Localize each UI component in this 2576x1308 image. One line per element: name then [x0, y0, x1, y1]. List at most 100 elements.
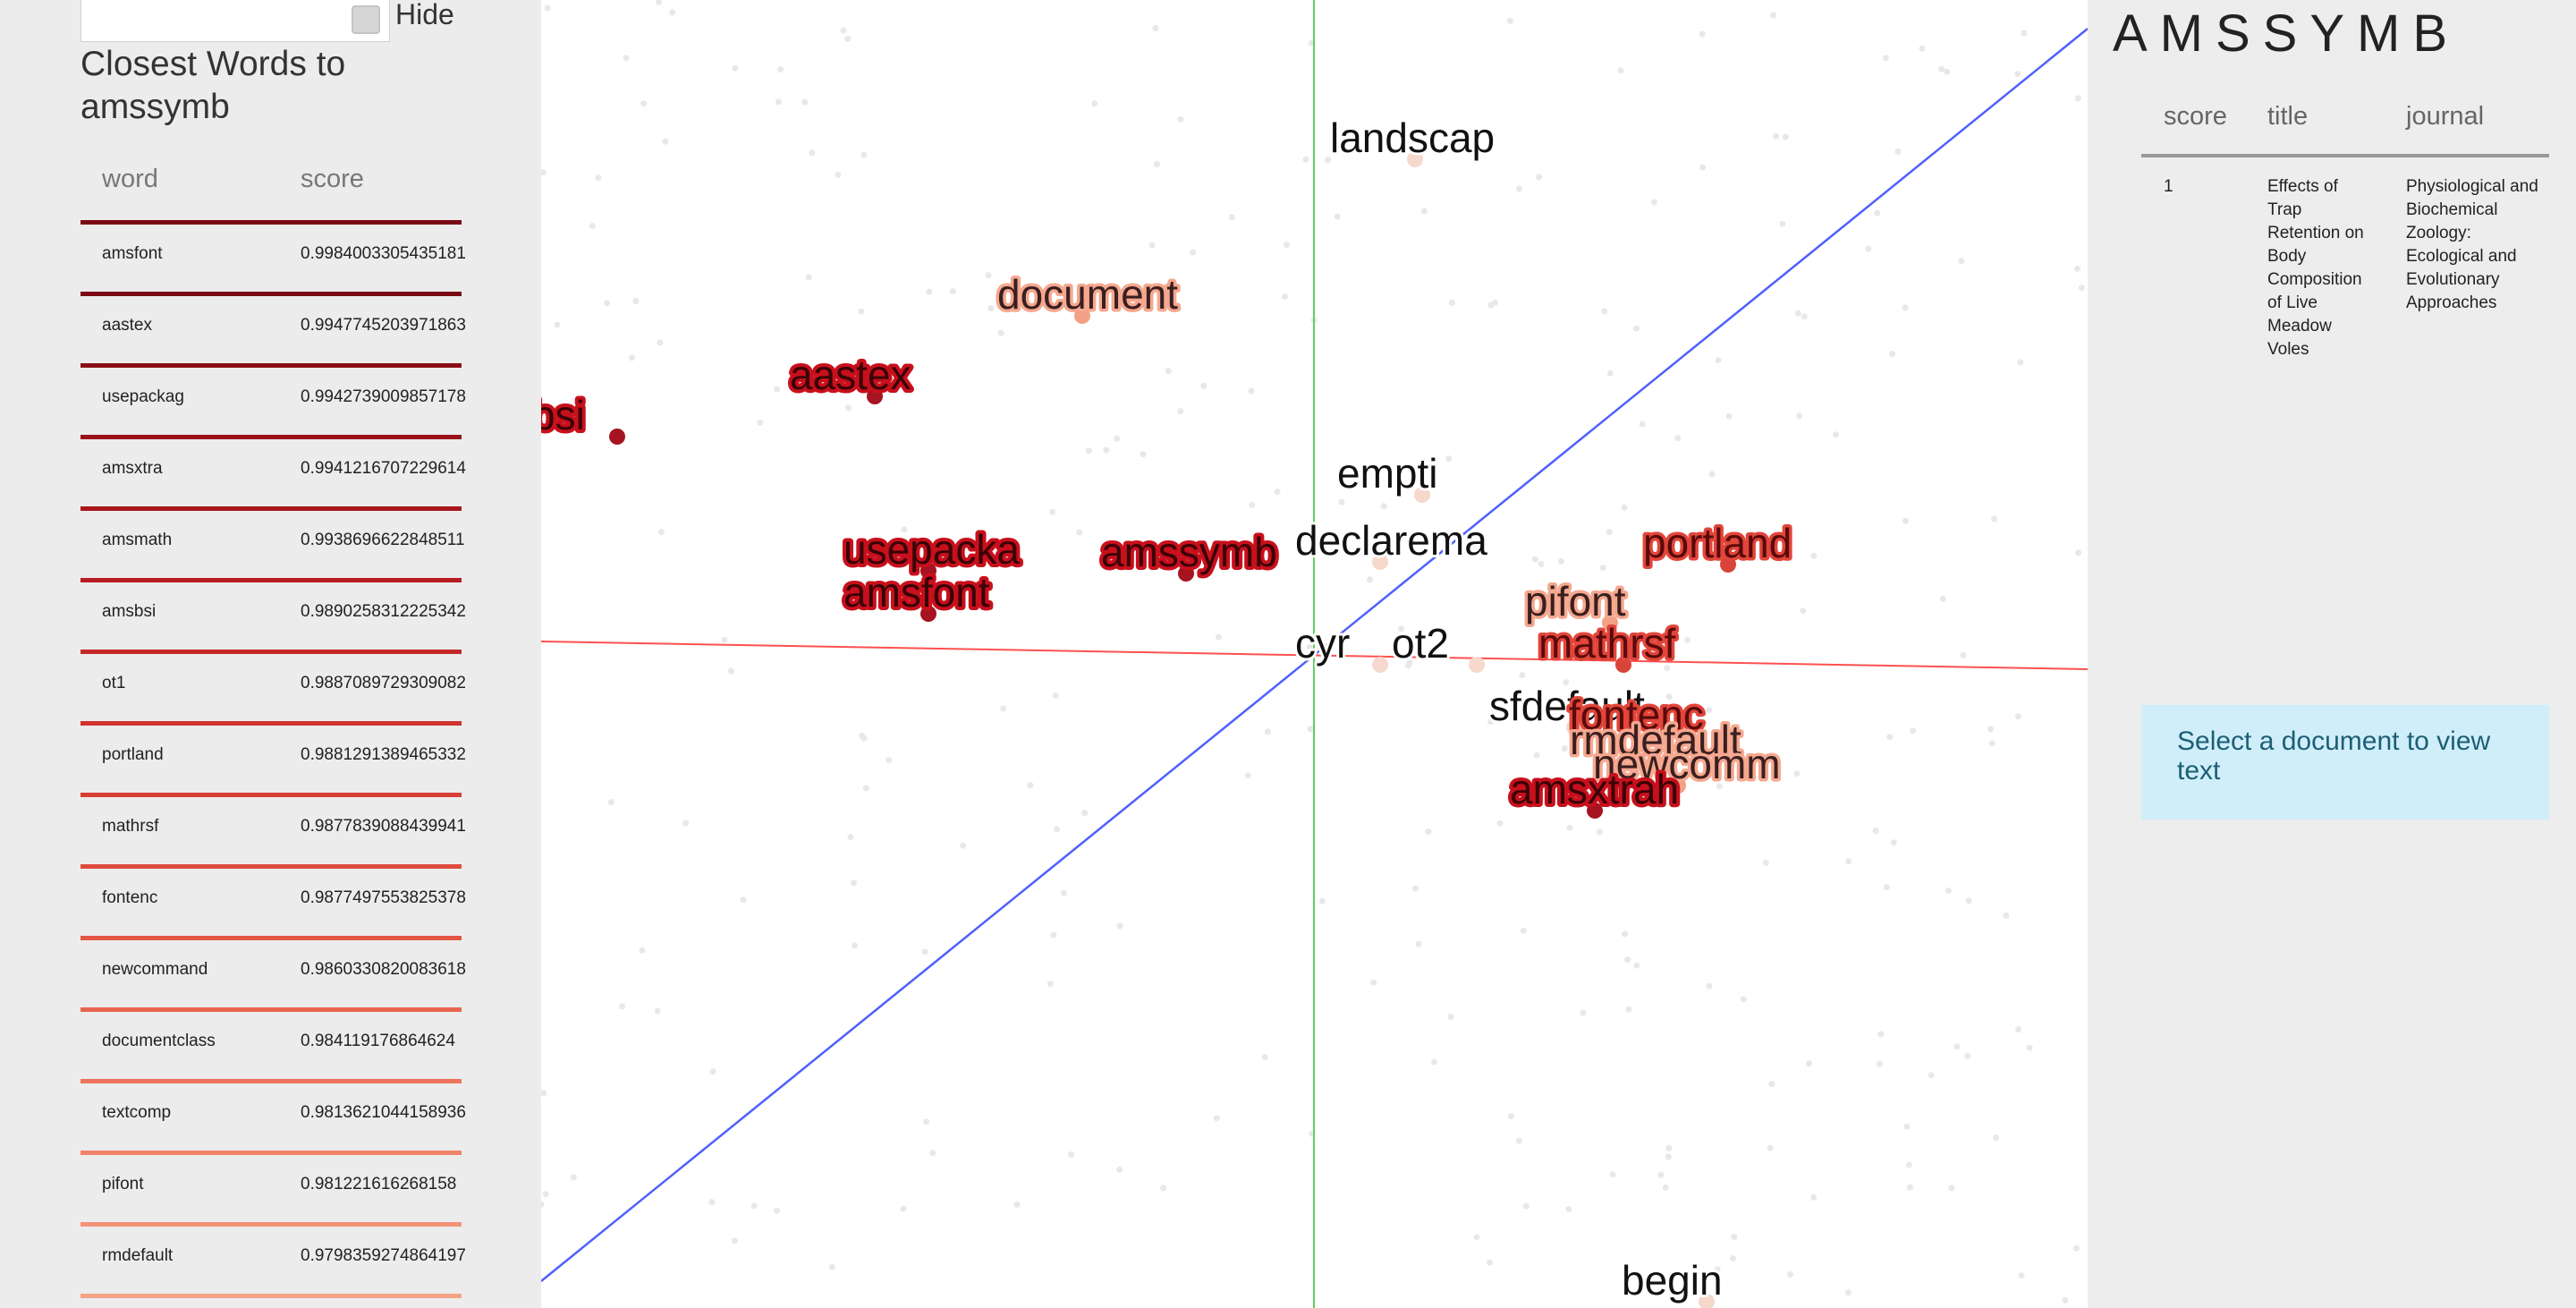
table-row[interactable]: rmdefault 0.9798359274864197	[80, 1227, 466, 1298]
background-point	[1665, 1144, 1673, 1151]
column-header-score[interactable]: score	[2164, 102, 2227, 131]
background-point	[1773, 132, 1780, 140]
background-point	[632, 298, 640, 304]
word-point[interactable]	[1414, 487, 1430, 503]
column-header-title[interactable]: title	[2267, 102, 2309, 131]
plot-canvas[interactable]: landscapdocumentaastexbsiemptiusepackaam…	[541, 0, 2088, 1308]
word-label[interactable]: amssymb	[1097, 525, 1281, 579]
word-label[interactable]: aastex	[786, 348, 915, 402]
word-point[interactable]	[1647, 753, 1663, 769]
word-label[interactable]: fontenc	[1566, 689, 1707, 742]
background-point	[1228, 214, 1235, 221]
word-point[interactable]	[920, 563, 936, 579]
column-header-journal[interactable]: journal	[2406, 102, 2485, 131]
row-word: fontenc	[102, 888, 158, 907]
word-label[interactable]: ot2	[1389, 617, 1452, 669]
hide-checkbox[interactable]	[352, 5, 380, 34]
background-point	[544, 4, 551, 12]
word-point[interactable]	[1074, 308, 1090, 324]
background-point	[858, 308, 865, 315]
word-point[interactable]	[609, 429, 625, 445]
table-row[interactable]: mathrsf 0.9877839088439941	[80, 797, 466, 869]
word-point[interactable]	[1602, 615, 1618, 631]
word-label[interactable]: cyr	[1292, 617, 1352, 669]
table-row[interactable]: amsxtra 0.9941216707229614	[80, 439, 466, 511]
background-point	[1522, 1202, 1530, 1210]
background-point	[914, 593, 921, 600]
word-label[interactable]: pifont	[1522, 575, 1630, 628]
table-row[interactable]: ot1 0.9887089729309082	[80, 654, 466, 726]
background-point	[2018, 1272, 2025, 1279]
word-point[interactable]	[1469, 657, 1485, 673]
table-row[interactable]: amsmath 0.9938696622848511	[80, 511, 465, 582]
word-point[interactable]	[1699, 1294, 1715, 1308]
word-search-input[interactable]	[80, 0, 390, 42]
background-point	[1768, 1081, 1775, 1088]
word-point[interactable]	[1566, 719, 1582, 735]
word-point[interactable]	[920, 606, 936, 622]
column-header-score[interactable]: score	[301, 165, 364, 193]
word-label[interactable]: declarema	[1292, 514, 1490, 566]
word-label[interactable]: portland	[1640, 517, 1795, 570]
word-point[interactable]	[1587, 803, 1603, 819]
word-label[interactable]: usepacka	[840, 522, 1023, 576]
word-label[interactable]: bsi	[541, 388, 589, 442]
background-point	[2078, 285, 2085, 292]
background-point	[1939, 595, 1946, 602]
background-point	[851, 879, 858, 887]
table-row[interactable]: newcommand 0.9860330820083618	[80, 940, 466, 1012]
background-point	[1487, 1259, 1493, 1266]
background-point	[1367, 576, 1373, 583]
row-score: 0.9890258312225342	[301, 602, 466, 621]
word-point[interactable]	[1670, 777, 1686, 794]
background-point	[1325, 157, 1332, 164]
row-word: textcomp	[102, 1103, 172, 1122]
word-point[interactable]	[1646, 728, 1662, 744]
word-point[interactable]	[1407, 151, 1423, 167]
row-word: mathrsf	[102, 817, 159, 836]
column-header-word[interactable]: word	[102, 165, 158, 193]
table-row[interactable]: usepackag 0.9942739009857178	[80, 368, 466, 439]
background-point	[1561, 745, 1568, 752]
table-row[interactable]: amsbsi 0.9890258312225342	[80, 582, 466, 654]
row-score: 0.9984003305435181	[301, 244, 466, 263]
closest-words-table: word score amsfont 0.9984003305435181 aast…	[80, 159, 466, 1298]
word-label[interactable]: document	[995, 268, 1182, 321]
table-row[interactable]: documentclass 0.984119176864624	[80, 1012, 462, 1083]
table-row[interactable]: amsfont 0.9984003305435181	[80, 225, 466, 296]
document-row[interactable]: 1 Effects of Trap Retention on Body Comp…	[2141, 157, 2549, 363]
background-point	[1487, 718, 1495, 725]
word-point[interactable]	[1615, 657, 1631, 673]
background-point	[801, 98, 809, 106]
background-point	[1081, 810, 1089, 817]
word-label[interactable]: amsfont	[840, 565, 994, 619]
word-label[interactable]: rmdefault	[1567, 714, 1745, 767]
background-point	[828, 1263, 835, 1270]
background-point	[1699, 164, 1707, 171]
word-label[interactable]: sfdefault	[1487, 680, 1648, 732]
background-point	[1903, 1123, 1911, 1130]
table-row[interactable]: textcomp 0.9813621044158936	[80, 1083, 466, 1155]
word-label[interactable]: landscap	[1327, 112, 1497, 164]
background-point	[1000, 705, 1007, 712]
word-label[interactable]: empti	[1335, 447, 1440, 499]
word-point[interactable]	[1178, 565, 1194, 582]
background-point	[2017, 359, 2024, 366]
word-label[interactable]: begin	[1619, 1254, 1725, 1306]
background-point	[1622, 930, 1628, 938]
table-row[interactable]: fontenc 0.9877497553825378	[80, 869, 466, 940]
background-point	[2026, 1044, 2033, 1051]
word-point[interactable]	[1720, 556, 1736, 573]
word-label[interactable]: mathrsf	[1536, 617, 1680, 670]
table-row[interactable]: aastex 0.9947745203971863	[80, 296, 466, 368]
word-point[interactable]	[1372, 657, 1388, 673]
table-row[interactable]: portland 0.9881291389465332	[80, 726, 466, 797]
word-label[interactable]: amsxtrah	[1506, 762, 1682, 816]
word-point[interactable]	[867, 388, 883, 404]
word-point[interactable]	[1372, 554, 1388, 570]
background-point	[1770, 12, 1777, 19]
embedding-plot[interactable]: landscap document aastex bsi empti usepacka am…	[541, 0, 2088, 1308]
table-row[interactable]: pifont 0.981221616268158	[80, 1155, 462, 1227]
word-label[interactable]: newcomm	[1590, 738, 1784, 791]
background-point	[541, 169, 547, 176]
